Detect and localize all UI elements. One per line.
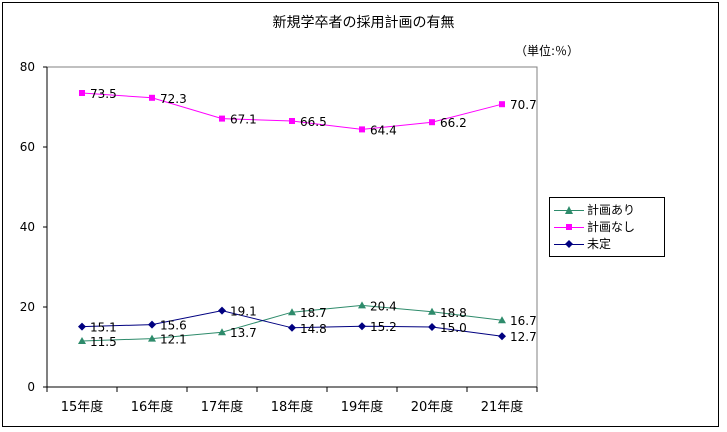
square-marker-icon	[554, 221, 584, 233]
data-label: 19.1	[230, 305, 257, 319]
data-label: 70.7	[510, 98, 537, 112]
y-tick-label: 40	[20, 220, 35, 234]
y-tick-label: 20	[20, 300, 35, 314]
legend-label: 計画あり	[587, 203, 636, 217]
data-label: 66.2	[440, 116, 467, 130]
plot-area	[46, 66, 538, 388]
legend-item-plan-no: 計画なし	[550, 218, 664, 235]
data-point	[148, 320, 156, 329]
y-tick-label: 0	[27, 380, 35, 394]
triangle-marker-icon	[554, 204, 584, 216]
data-point	[428, 323, 436, 331]
data-label: 18.8	[440, 306, 467, 320]
data-point	[149, 94, 155, 101]
data-point	[289, 118, 295, 124]
data-label: 18.7	[300, 306, 327, 320]
data-point	[358, 322, 366, 331]
data-point	[288, 323, 296, 332]
data-point	[498, 332, 506, 341]
x-tick-label: 18年度	[271, 399, 314, 415]
data-label: 16.7	[510, 314, 537, 328]
data-point	[148, 334, 156, 342]
data-label: 12.1	[160, 333, 187, 347]
data-point	[498, 316, 506, 324]
y-tick-label: 80	[20, 60, 35, 74]
data-label: 14.8	[300, 322, 327, 336]
data-label: 72.3	[160, 92, 187, 106]
x-tick-label: 20年度	[411, 399, 454, 415]
legend-item-plan-yes: 計画あり	[550, 201, 664, 218]
data-label: 73.5	[90, 87, 117, 101]
data-label: 20.4	[370, 299, 397, 313]
x-tick-label: 15年度	[61, 399, 104, 415]
diamond-marker-icon	[554, 238, 584, 250]
series-diamond: 15.1 15.6 19.1 14.8 15.2 15.0 12.7	[78, 305, 537, 344]
data-point	[428, 307, 436, 315]
data-point	[218, 328, 226, 336]
legend-item-undecided: 未定	[550, 235, 664, 252]
data-label: 15.1	[90, 321, 117, 335]
data-label: 13.7	[230, 326, 257, 340]
data-label: 15.0	[440, 321, 467, 335]
y-tick-label: 60	[20, 140, 35, 154]
data-label: 64.4	[370, 123, 397, 137]
data-point	[358, 301, 366, 309]
series-layer: 11.5 12.1 13.7 18.7 20.4 18.8 16.7 73.5 72.3 67.1…	[78, 87, 537, 349]
x-tick-label: 21年度	[481, 399, 524, 415]
data-label: 11.5	[90, 335, 117, 349]
data-label: 15.6	[160, 319, 187, 333]
data-label: 12.7	[510, 330, 537, 344]
legend-label: 計画なし	[587, 220, 636, 234]
data-point	[78, 337, 86, 344]
series-square: 73.5 72.3 67.1 66.5 64.4 66.2 70.7	[79, 87, 537, 137]
x-tick-label: 16年度	[131, 399, 174, 415]
data-label: 67.1	[230, 113, 257, 127]
legend-label: 未定	[587, 237, 612, 251]
x-tick-label: 19年度	[341, 399, 384, 415]
data-point	[79, 90, 85, 96]
chart-title: 新規学卒者の採用計画の有無	[272, 15, 455, 31]
data-point	[499, 101, 505, 108]
chart-frame	[2, 2, 719, 427]
data-point	[78, 322, 86, 331]
unit-label: （単位:％）	[514, 44, 579, 58]
series-triangle: 11.5 12.1 13.7 18.7 20.4 18.8 16.7	[78, 299, 537, 349]
x-tick-label: 17年度	[201, 399, 244, 415]
data-point	[288, 308, 296, 316]
data-point	[219, 115, 225, 122]
data-point	[218, 306, 226, 315]
legend: 計画あり 計画なし 未定	[549, 197, 665, 257]
data-point	[429, 119, 435, 126]
axes: 0 20 40 60 80 15年度 16年度 17年度 18年度 19年度 20年度 21年度	[20, 60, 538, 415]
data-label: 15.2	[370, 320, 397, 334]
data-label: 66.5	[300, 115, 327, 129]
data-point	[359, 126, 365, 133]
